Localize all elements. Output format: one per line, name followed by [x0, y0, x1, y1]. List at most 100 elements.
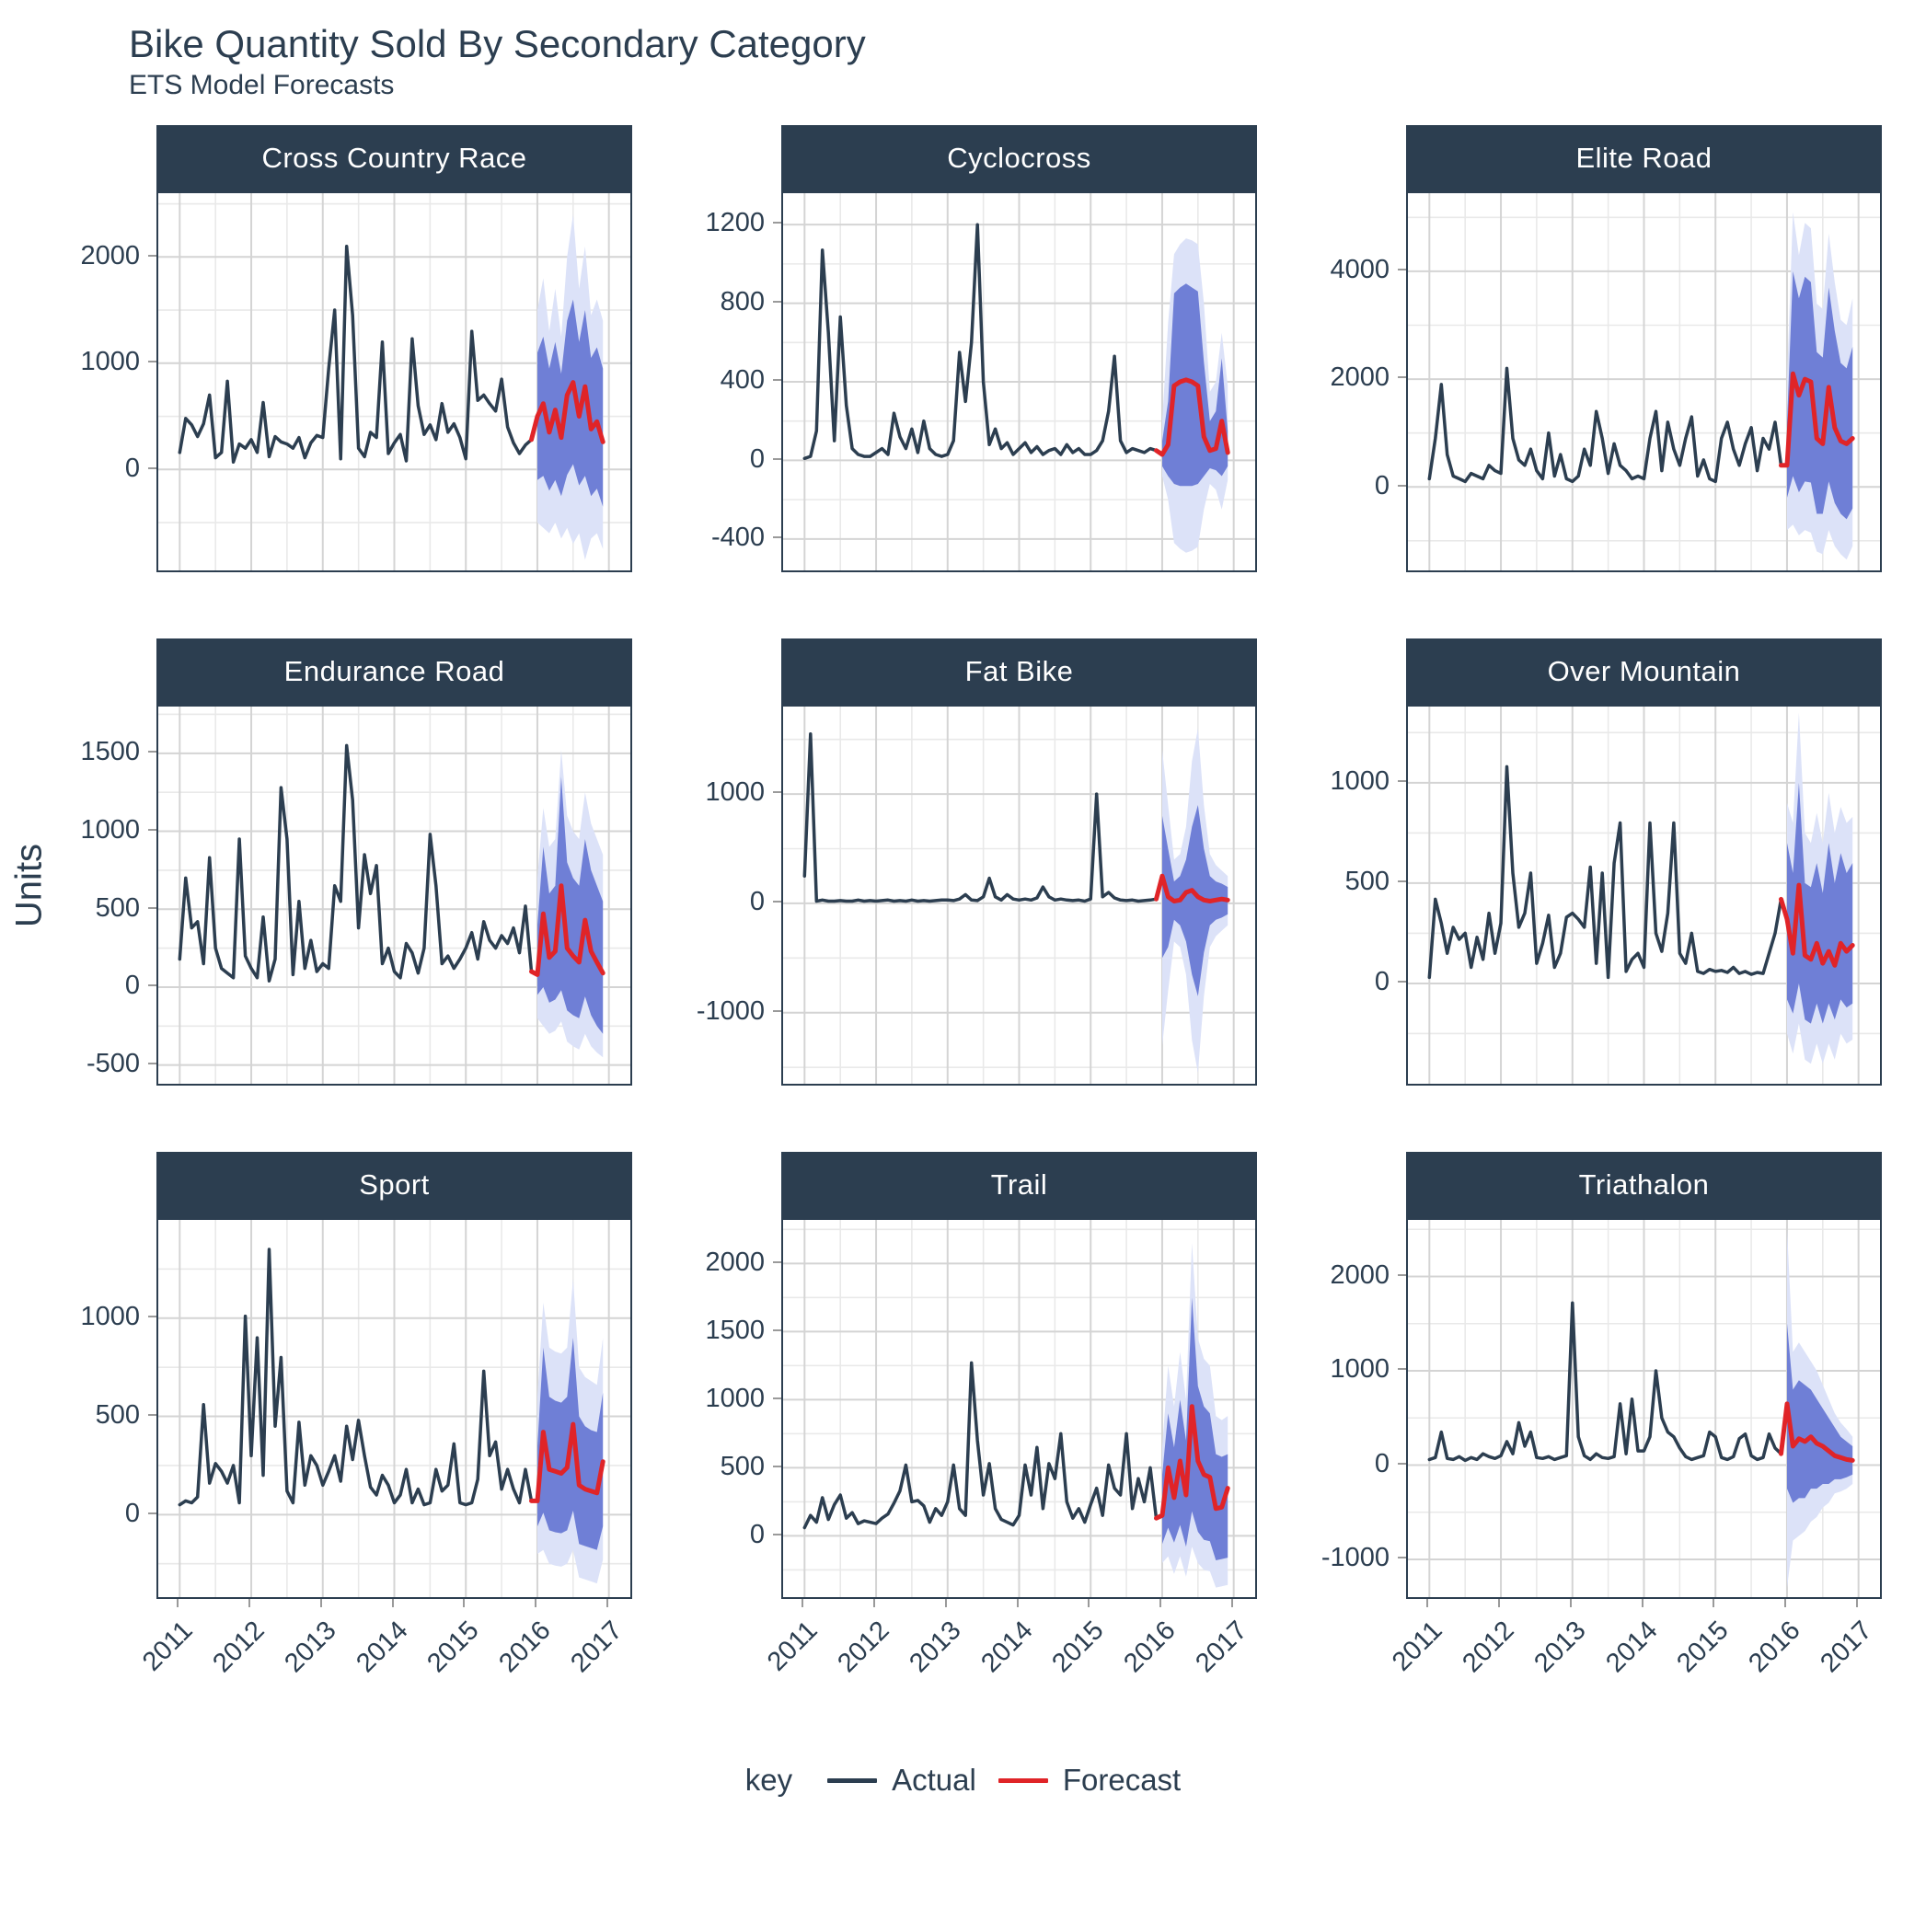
y-tick-label: 500	[720, 1451, 765, 1481]
legend-actual-line-icon	[827, 1777, 878, 1783]
y-tick-label: 500	[1344, 867, 1390, 897]
facet-panel	[156, 705, 632, 1087]
facet-cell-over-mountain: Over Mountain 0 500 1000	[1303, 638, 1926, 1087]
facet-panel	[1406, 191, 1882, 573]
facet-cell-elite-road: Elite Road 0 2000 4000	[1303, 125, 1926, 573]
x-tick-mark	[248, 1599, 251, 1608]
x-tick-mark	[177, 1599, 179, 1608]
chart-header: Bike Quantity Sold By Secondary Category…	[0, 0, 1926, 101]
facet-strip: Elite Road	[1406, 125, 1882, 192]
forecast-confidence-band	[1162, 805, 1228, 997]
y-tick-label: 1000	[80, 814, 140, 845]
x-tick-mark	[944, 1599, 947, 1608]
y-tick-mark	[773, 1533, 781, 1535]
forecast-series-line	[529, 380, 605, 445]
facet-chart-svg	[783, 1220, 1255, 1598]
legend-title: key	[744, 1763, 793, 1798]
x-tick-mark	[1783, 1599, 1786, 1608]
facet-strip: Cyclocross	[781, 125, 1257, 192]
facet-plot: Cyclocross	[781, 125, 1257, 573]
facet-panel	[156, 191, 632, 573]
y-tick-label: 1000	[1330, 766, 1390, 797]
y-tick-label: 400	[720, 365, 765, 396]
x-tick-mark	[1159, 1599, 1161, 1608]
facet-strip-label: Over Mountain	[1547, 655, 1741, 688]
y-tick-mark	[1398, 484, 1406, 487]
y-tick-mark	[148, 361, 156, 363]
facet-cell-sport: Sport 0 500 1000 2011 2012 2013 2014 2015 2016 201…	[53, 1152, 678, 1679]
forecast-series-line	[529, 1421, 605, 1504]
y-tick-label: 0	[749, 443, 765, 474]
y-tick-mark	[773, 1465, 781, 1467]
x-tick-mark	[873, 1599, 876, 1608]
actual-series-line	[1427, 1301, 1783, 1463]
y-tick-mark	[773, 222, 781, 224]
facet-plot: Triathalon	[1406, 1152, 1882, 1600]
facet-cell-triathalon: Triathalon -1000 0 1000 2000 2011 2012 2013 2014…	[1303, 1152, 1926, 1679]
y-tick-mark	[1398, 1557, 1406, 1559]
x-tick-mark	[1641, 1599, 1643, 1608]
facet-strip: Fat Bike	[781, 638, 1257, 706]
facet-strip: Triathalon	[1406, 1152, 1882, 1219]
y-tick-mark	[148, 751, 156, 753]
facet-panel	[781, 1218, 1257, 1600]
facet-plot: Trail	[781, 1152, 1257, 1600]
facet-strip-label: Fat Bike	[964, 655, 1074, 688]
y-tick-label: -400	[710, 523, 765, 553]
y-tick-label: 500	[95, 892, 140, 923]
facet-cell-cross-country-race: Cross Country Race 0 1000 2000	[53, 125, 678, 573]
facet-chart-svg	[1408, 1220, 1880, 1598]
forecast-series-line	[529, 883, 605, 978]
facet-cell-trail: Trail 0 500 1000 1500 2000 2011 2012 2013 2014 201…	[678, 1152, 1303, 1679]
page-title: Bike Quantity Sold By Secondary Category	[129, 22, 866, 65]
y-tick-label: 0	[1374, 967, 1390, 997]
y-tick-mark	[148, 254, 156, 257]
y-tick-label: 800	[720, 286, 765, 316]
x-tick-mark	[1016, 1599, 1019, 1608]
facet-strip-label: Cyclocross	[947, 142, 1091, 175]
legend-item-actual: Actual	[827, 1763, 976, 1798]
y-tick-mark	[148, 1512, 156, 1514]
x-tick-mark	[1230, 1599, 1233, 1608]
y-tick-mark	[1398, 880, 1406, 883]
legend-item-forecast: Forecast	[998, 1763, 1181, 1798]
actual-series-line	[178, 1248, 534, 1507]
y-tick-mark	[148, 466, 156, 469]
facet-strip: Sport	[156, 1152, 632, 1219]
page-subtitle: ETS Model Forecasts	[129, 70, 395, 101]
y-tick-label: 1000	[80, 347, 140, 377]
x-tick-mark	[1498, 1599, 1501, 1608]
y-tick-label: 1000	[80, 1302, 140, 1332]
y-tick-mark	[148, 984, 156, 987]
facet-panel	[1406, 1218, 1882, 1600]
facet-strip: Over Mountain	[1406, 638, 1882, 706]
facet-chart-svg	[158, 707, 630, 1085]
x-tick-mark	[605, 1599, 608, 1608]
legend: key Actual Forecast	[0, 1763, 1926, 1798]
y-tick-label: 2000	[1330, 1259, 1390, 1290]
facet-plot: Sport	[156, 1152, 632, 1600]
y-tick-label: 2000	[80, 240, 140, 270]
y-tick-mark	[1398, 1273, 1406, 1276]
facet-chart-svg	[1408, 707, 1880, 1085]
x-tick-mark	[1426, 1599, 1429, 1608]
y-tick-mark	[148, 1413, 156, 1416]
y-tick-label: 1000	[705, 1383, 765, 1413]
y-tick-label: 500	[95, 1399, 140, 1430]
x-tick-mark	[1713, 1599, 1715, 1608]
facet-chart-svg	[158, 193, 630, 571]
y-tick-mark	[1398, 981, 1406, 983]
forecast-series-line	[1779, 371, 1855, 468]
facet-strip-label: Triathalon	[1578, 1168, 1710, 1202]
y-tick-mark	[773, 791, 781, 794]
y-tick-label: 0	[124, 453, 140, 483]
facet-strip-label: Cross Country Race	[261, 142, 527, 175]
facet-strip-label: Elite Road	[1575, 142, 1713, 175]
y-tick-label: -1000	[1321, 1543, 1390, 1573]
y-tick-label: 1000	[705, 777, 765, 808]
facet-chart-svg	[1408, 193, 1880, 571]
facet-strip: Endurance Road	[156, 638, 632, 706]
facet-cell-fat-bike: Fat Bike -1000 0 1000	[678, 638, 1303, 1087]
x-tick-mark	[1855, 1599, 1858, 1608]
facet-plot: Over Mountain	[1406, 638, 1882, 1087]
